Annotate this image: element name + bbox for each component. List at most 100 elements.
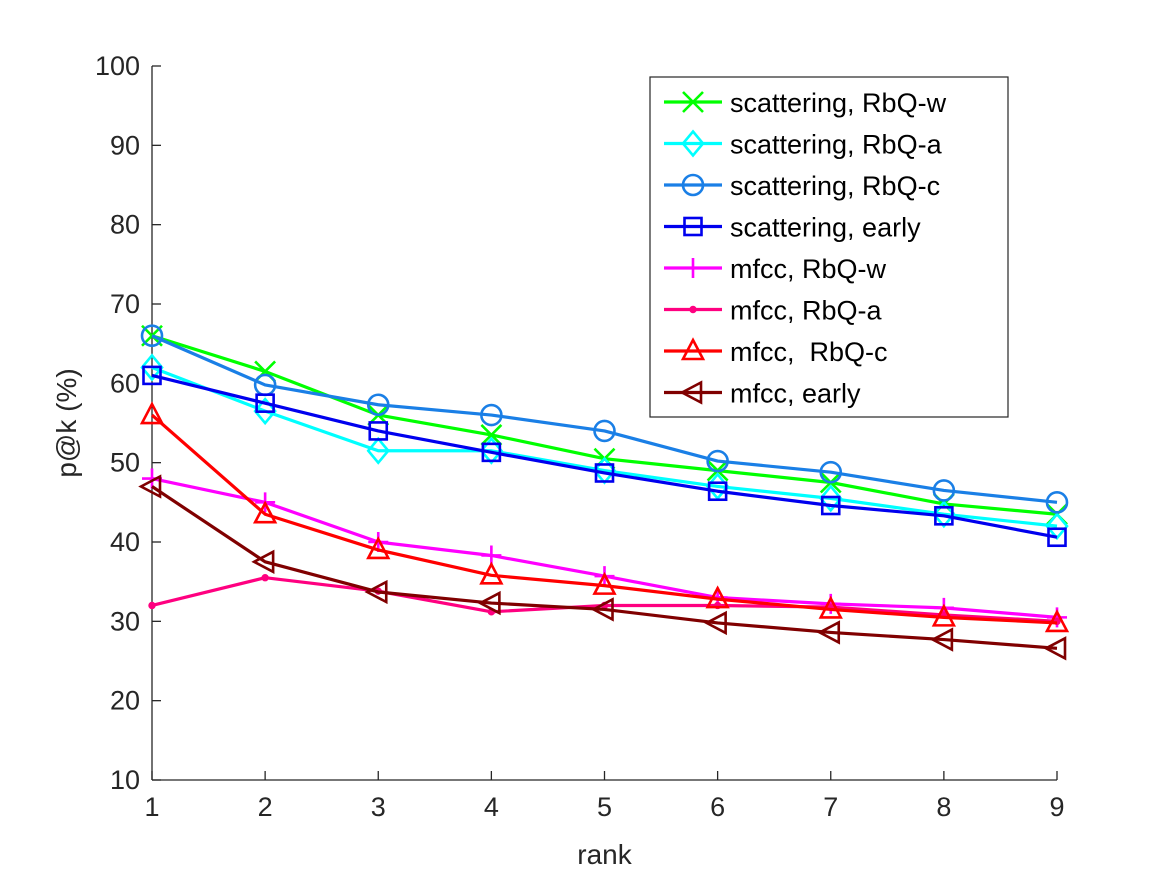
x-tick-label: 4 (484, 792, 499, 822)
y-tick-label: 80 (110, 210, 140, 240)
data-point (255, 393, 275, 413)
data-point (140, 324, 164, 348)
data-point (479, 561, 504, 585)
data-point (934, 506, 954, 526)
legend-item: mfcc, RbQ-c (664, 337, 888, 367)
data-point (480, 403, 503, 427)
x-tick-label: 1 (144, 792, 159, 822)
x-tick-label: 3 (371, 792, 386, 822)
data-point (819, 484, 843, 513)
y-axis: 10 20 30 40 50 60 70 80 90 100 (95, 51, 161, 795)
legend-label: scattering, RbQ-w (730, 88, 947, 118)
data-point (252, 500, 278, 524)
legend-item: scattering, RbQ-c (664, 171, 940, 201)
series-line (151, 373, 1058, 539)
data-point (364, 579, 388, 605)
y-tick-label: 60 (110, 368, 140, 398)
data-point (683, 258, 703, 278)
data-point (261, 574, 269, 582)
data-point (820, 495, 841, 516)
data-point (682, 91, 704, 113)
data-point (138, 474, 162, 499)
data-point (707, 481, 728, 502)
data-point (680, 337, 706, 361)
x-tick-label: 8 (936, 792, 951, 822)
data-point (931, 603, 957, 627)
data-point (1043, 636, 1067, 661)
legend-label: mfcc, RbQ-a (730, 296, 883, 326)
y-tick-label: 50 (110, 448, 140, 478)
x-tick-label: 7 (823, 792, 838, 822)
legend-label: mfcc, RbQ-c (730, 337, 888, 367)
legend-label: mfcc, RbQ-w (730, 254, 887, 284)
data-point (592, 571, 617, 595)
data-point (593, 419, 616, 443)
series-line (150, 413, 1058, 625)
series-7 (139, 401, 1070, 633)
legend-item: mfcc, RbQ-w (664, 254, 887, 284)
series-line (151, 485, 1058, 650)
legend-item: scattering, RbQ-w (664, 88, 947, 118)
data-point (481, 442, 502, 463)
legend-item: mfcc, early (664, 379, 861, 409)
data-point (253, 397, 277, 426)
data-point (479, 436, 504, 465)
y-axis-label: p@k (%) (51, 368, 82, 477)
y-tick-label: 100 (95, 51, 140, 81)
series-8 (138, 474, 1067, 661)
x-axis-label: rank (577, 839, 632, 870)
x-tick-label: 6 (710, 792, 725, 822)
series-line (151, 334, 1058, 504)
data-point (594, 463, 615, 483)
data-point (706, 449, 729, 473)
data-point (366, 536, 391, 560)
series-4 (142, 365, 1067, 548)
legend-label: scattering, early (730, 213, 921, 243)
y-tick-label: 10 (110, 765, 140, 795)
data-point (932, 479, 956, 502)
legend: scattering, RbQ-w scattering, RbQ-a scatte… (649, 76, 1009, 418)
series-line (151, 365, 1058, 528)
x-tick-label: 9 (1049, 792, 1064, 822)
legend-item: mfcc, RbQ-a (664, 296, 883, 326)
x-tick-label: 2 (258, 792, 273, 822)
legend-item: scattering, RbQ-a (664, 129, 943, 160)
data-point (681, 129, 705, 158)
data-point (1047, 527, 1067, 548)
data-point (683, 216, 703, 237)
data-point (251, 549, 275, 574)
y-tick-label: 40 (110, 527, 140, 557)
series-layer (138, 324, 1070, 661)
data-point (703, 610, 727, 636)
data-point (1045, 512, 1069, 541)
data-point (1045, 491, 1069, 514)
data-point (818, 595, 843, 619)
x-tick-label: 5 (597, 792, 612, 822)
data-point (930, 627, 954, 652)
legend-label: scattering, RbQ-c (730, 171, 940, 201)
data-point (140, 353, 164, 382)
data-point (148, 601, 156, 610)
data-point (366, 393, 390, 417)
data-point (366, 436, 390, 465)
legend-label: scattering, RbQ-a (730, 130, 943, 160)
data-point (689, 305, 697, 314)
data-point (816, 620, 841, 645)
legend-box (649, 76, 1009, 418)
data-point (1044, 609, 1070, 633)
y-tick-label: 90 (110, 130, 140, 160)
data-point (590, 597, 614, 622)
legend-label: mfcc, early (730, 379, 861, 409)
data-point (681, 173, 705, 197)
legend-item: scattering, early (664, 213, 921, 243)
data-point (819, 460, 843, 484)
data-point (368, 421, 389, 441)
y-tick-label: 70 (110, 289, 140, 319)
data-point (477, 590, 501, 616)
x-axis: 1 2 3 4 5 6 7 8 9 (144, 771, 1065, 822)
data-point (142, 365, 162, 386)
y-tick-label: 20 (110, 686, 140, 716)
data-point (679, 380, 703, 405)
data-point (139, 401, 165, 425)
